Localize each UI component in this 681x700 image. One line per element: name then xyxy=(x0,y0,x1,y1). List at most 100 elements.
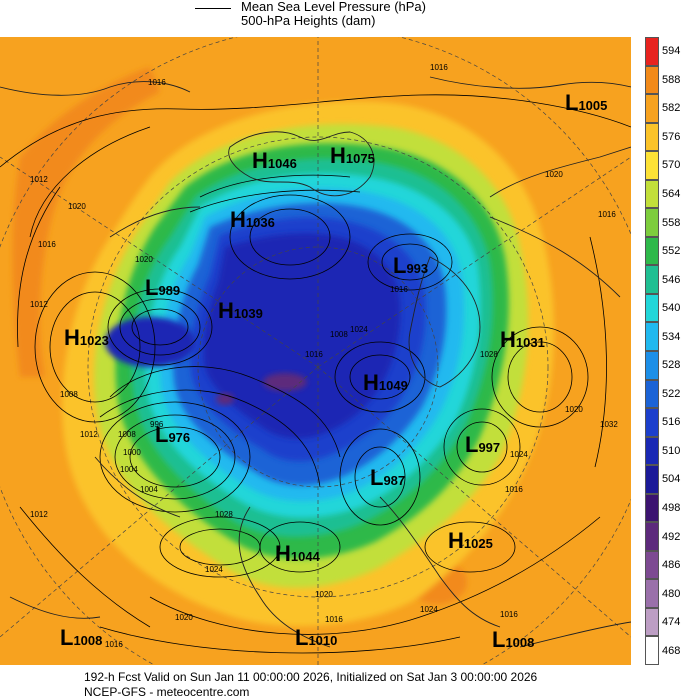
height-colorbar: 594 588 582 576 570 564 558 552 546 540 534 528 522 5… xyxy=(645,37,681,665)
forecast-valid-text: 192-h Fcst Valid on Sun Jan 11 00:00:00 … xyxy=(84,670,538,684)
colorbar-label: 468 xyxy=(662,644,681,657)
fill-purple-core xyxy=(263,373,307,391)
colorbar-cell xyxy=(645,351,659,380)
isobar-label: 1020 xyxy=(545,170,563,179)
fill-navy-low xyxy=(105,317,195,367)
colorbar-cell xyxy=(645,408,659,437)
colorbar-cell xyxy=(645,151,659,180)
colorbar-cell xyxy=(645,208,659,237)
isobar-label: 1028 xyxy=(480,350,498,359)
colorbar-cell xyxy=(645,65,659,95)
colorbar-label: 516 xyxy=(662,416,681,429)
map-legend: Mean Sea Level Pressure (hPa) 500-hPa He… xyxy=(195,0,495,32)
isobar-label: 1000 xyxy=(123,448,141,457)
isobar-label: 1020 xyxy=(565,405,583,414)
isobar-label: 1008 xyxy=(60,390,78,399)
isobar-label: 1016 xyxy=(105,640,123,649)
isobar-label: 1012 xyxy=(30,300,48,309)
colorbar-label: 564 xyxy=(662,188,681,200)
pressure-center-l-993: L993 xyxy=(393,253,429,278)
isobar-label: 1032 xyxy=(600,420,618,429)
isobar-label: 1024 xyxy=(205,565,223,574)
isobar-label: 1008 xyxy=(330,330,348,339)
isobar-label: 1020 xyxy=(68,202,86,211)
colorbar-cell xyxy=(645,493,659,523)
colorbar-label: 552 xyxy=(662,245,681,258)
colorbar-label: 588 xyxy=(662,73,681,86)
colorbar-label: 594 xyxy=(662,45,681,58)
isobar-label: 1016 xyxy=(148,78,166,87)
pressure-center-h-1031: H1031 xyxy=(500,327,545,352)
pressure-center-h-1044: H1044 xyxy=(275,541,320,566)
colorbar-cell xyxy=(645,179,659,209)
colorbar-cell xyxy=(645,379,659,409)
isobar-label: 1008 xyxy=(118,430,136,439)
isobar-label: 1024 xyxy=(510,450,528,459)
isobar-label: 1016 xyxy=(500,610,518,619)
colorbar-label: 570 xyxy=(662,159,681,172)
isobar-label: 1020 xyxy=(135,255,153,264)
colorbar-label: 474 xyxy=(662,616,681,629)
forecast-map: 1016 1016 1012 1020 1016 1020 1016 1020 1016 1012… xyxy=(0,37,631,665)
isobar-label: 1024 xyxy=(350,325,368,334)
colorbar-cell xyxy=(645,122,659,152)
colorbar-label: 582 xyxy=(662,102,681,115)
colorbar-cell xyxy=(645,550,659,580)
isobar-label: 1016 xyxy=(430,63,448,72)
colorbar-cell xyxy=(645,436,659,466)
isobar-label: 1012 xyxy=(30,175,48,184)
colorbar-cell xyxy=(645,636,659,665)
legend-mslp-label: Mean Sea Level Pressure (hPa) xyxy=(241,0,426,14)
isobar-label: 1028 xyxy=(215,510,233,519)
pressure-center-l-1008-east: L1008 xyxy=(492,627,535,652)
colorbar-label: 528 xyxy=(662,359,681,372)
graticule xyxy=(0,37,631,665)
pressure-center-h-1036: H1036 xyxy=(230,207,275,232)
pressure-center-h-1049: H1049 xyxy=(363,370,408,395)
colorbar-label: 498 xyxy=(662,502,681,514)
source-text: NCEP-GFS - meteocentre.com xyxy=(84,685,250,699)
isobar-label: 1016 xyxy=(390,285,408,294)
colorbar-label: 558 xyxy=(662,216,681,229)
pressure-center-l-989: L989 xyxy=(145,275,181,300)
pressure-center-h-1075: H1075 xyxy=(330,143,375,168)
pressure-center-l-1008-west: L1008 xyxy=(60,625,103,650)
pressure-center-h-1039: H1039 xyxy=(218,298,263,323)
pressure-center-h-1023: H1023 xyxy=(64,325,109,350)
coastlines xyxy=(0,76,631,648)
colorbar-label: 510 xyxy=(662,444,681,457)
colorbar-cell xyxy=(645,236,659,266)
isobar-label: 996 xyxy=(150,420,164,429)
isobar-label: 1020 xyxy=(175,613,193,622)
isobar-label: 1004 xyxy=(120,465,138,474)
isobar-label: 1016 xyxy=(505,485,523,494)
isobars xyxy=(0,94,631,654)
colorbar-label: 546 xyxy=(662,273,681,286)
colorbar-label: 486 xyxy=(662,559,681,572)
colorbar-cell xyxy=(645,522,659,551)
isobar-label: 1024 xyxy=(420,605,438,614)
colorbar-label: 534 xyxy=(662,330,681,343)
pressure-center-l-1010: L1010 xyxy=(295,625,338,650)
colorbar-cell xyxy=(645,322,659,351)
colorbar-cell xyxy=(645,607,659,637)
colorbar-label: 540 xyxy=(662,302,681,315)
colorbar-label: 576 xyxy=(662,130,681,143)
pressure-center-l-997: L997 xyxy=(465,432,501,457)
colorbar-cell xyxy=(645,465,659,494)
isobar-label: 1012 xyxy=(30,510,48,519)
colorbar-cell xyxy=(645,265,659,294)
colorbar-cell xyxy=(645,37,659,66)
pressure-center-h-1046: H1046 xyxy=(252,148,297,173)
isobar-label: 1016 xyxy=(305,350,323,359)
map-canvas: 1016 1016 1012 1020 1016 1020 1016 1020 1016 1012… xyxy=(0,37,631,665)
isobar-label: 1012 xyxy=(80,430,98,439)
colorbar-label: 504 xyxy=(662,473,681,486)
isobar-label: 1016 xyxy=(38,240,56,249)
colorbar-label: 522 xyxy=(662,387,681,400)
isobar-label: 1004 xyxy=(140,485,158,494)
isobar-label: 1020 xyxy=(315,590,333,599)
pressure-center-l-976: L976 xyxy=(155,422,191,447)
colorbar-cell xyxy=(645,579,659,608)
colorbar-label: 480 xyxy=(662,587,681,600)
